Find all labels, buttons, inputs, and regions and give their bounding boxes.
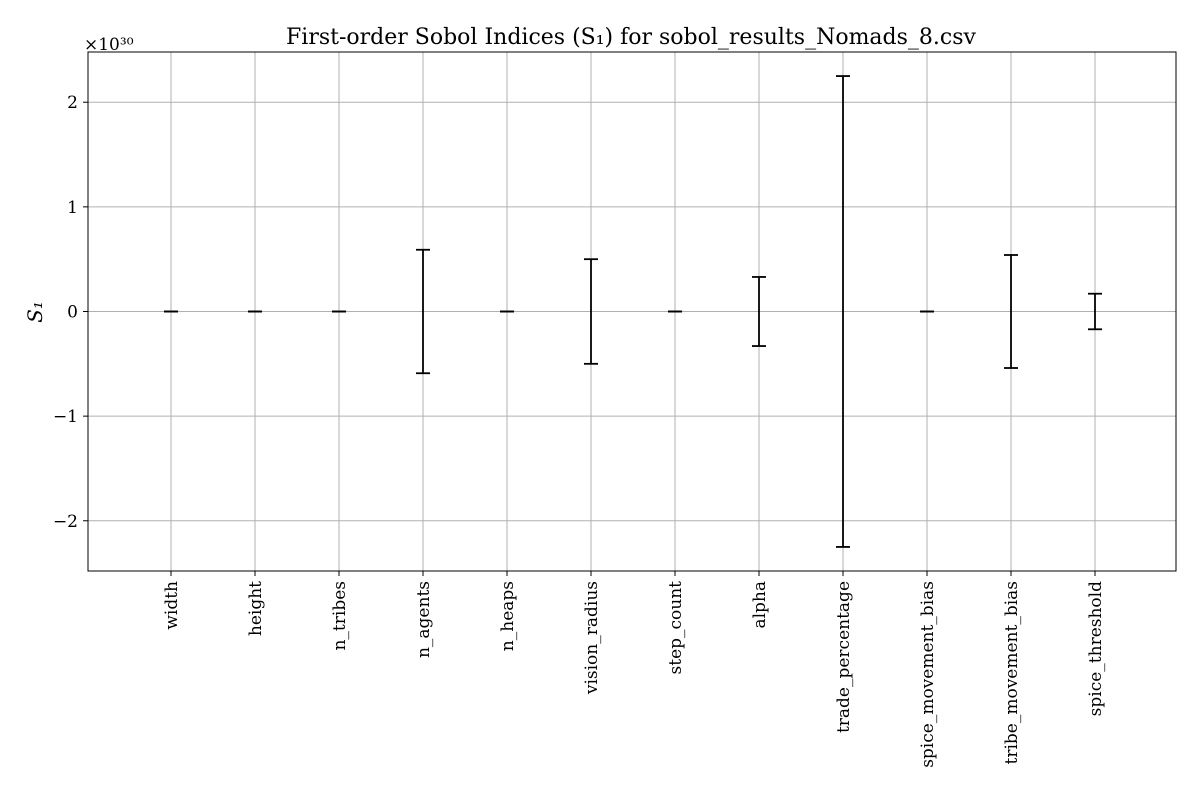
x-tick-label-spice-threshold: spice_threshold (1086, 581, 1106, 716)
axis-ticks: −2 −1 0 1 2 width height n_tribes n_agents n_heap… (53, 93, 1106, 768)
x-tick-label-n-heaps: n_heaps (498, 581, 518, 651)
error-bars (164, 75, 1102, 548)
x-tick-label-width: width (162, 581, 182, 630)
x-tick-label-step-count: step_count (666, 581, 686, 675)
x-tick-label-n-tribes: n_tribes (330, 581, 350, 651)
chart-title: First-order Sobol Indices (S₁) for sobol… (286, 25, 976, 50)
x-tick-label-spice-movement-bias: spice_movement_bias (918, 581, 938, 768)
x-tick-label-height: height (246, 581, 266, 636)
y-tick-label: 0 (67, 303, 78, 323)
y-tick-label: −2 (53, 512, 78, 532)
x-tick-label-n-agents: n_agents (414, 581, 434, 658)
x-tick-label-tribe-movement-bias: tribe_movement_bias (1002, 581, 1022, 765)
plot-frame (87, 51, 1177, 572)
y-axis-label: S₁ (23, 301, 47, 323)
y-tick-label: 1 (67, 198, 78, 218)
x-tick-label-alpha: alpha (750, 581, 770, 629)
y-tick-label: −1 (53, 407, 78, 427)
x-tick-label-trade-percentage: trade_percentage (834, 581, 854, 733)
x-tick-label-vision-radius: vision_radius (582, 581, 602, 695)
y-tick-label: 2 (67, 93, 78, 113)
y-axis-exponent-label: ×10³⁰ (84, 35, 134, 55)
